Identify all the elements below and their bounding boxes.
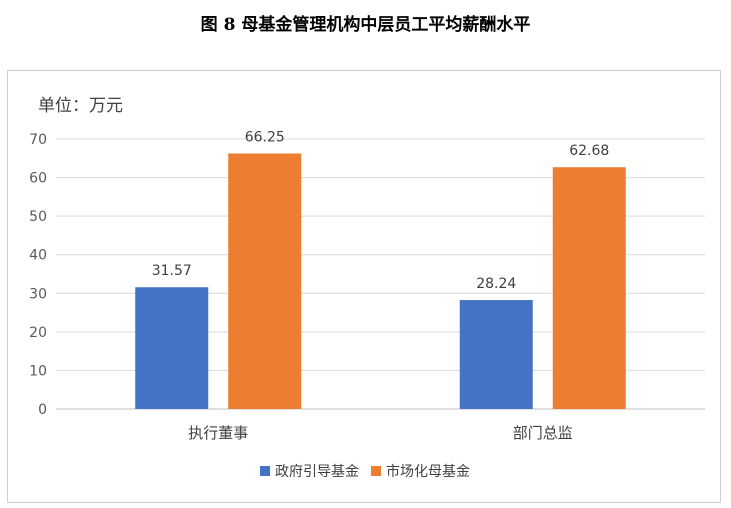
legend-item: 政府引导基金 — [260, 461, 359, 481]
legend-item: 市场化母基金 — [371, 461, 470, 481]
x-tick-label: 部门总监 — [513, 424, 573, 442]
data-label: 62.68 — [569, 143, 609, 159]
legend-label: 政府引导基金 — [275, 464, 359, 480]
chart-frame: 0 10 20 30 40 50 60 70 31.57 66.25 执行董事 28.24 62.68 部… — [7, 70, 721, 503]
bar — [228, 153, 302, 409]
legend-swatch — [371, 466, 381, 476]
legend-swatch — [260, 466, 270, 476]
y-tick-label: 70 — [29, 132, 47, 148]
y-tick-label: 40 — [29, 248, 47, 264]
unit-label: 单位：万元 — [38, 96, 123, 116]
legend: 政府引导基金 市场化母基金 — [8, 461, 722, 481]
y-tick-label: 50 — [29, 209, 47, 225]
bar — [135, 287, 209, 409]
y-tick-label: 20 — [29, 325, 47, 341]
x-tick-label: 执行董事 — [188, 424, 248, 442]
y-tick-label: 0 — [38, 402, 47, 418]
data-label: 28.24 — [476, 276, 516, 292]
bar — [552, 167, 626, 409]
data-label: 66.25 — [245, 129, 285, 145]
data-label: 31.57 — [152, 263, 192, 279]
y-tick-label: 60 — [29, 171, 47, 187]
y-tick-label: 30 — [29, 286, 47, 302]
figure-title: 图 8 母基金管理机构中层员工平均薪酬水平 — [200, 15, 531, 35]
bar — [459, 300, 533, 409]
y-tick-label: 10 — [29, 363, 47, 379]
legend-label: 市场化母基金 — [386, 464, 470, 480]
bar-chart: 0 10 20 30 40 50 60 70 31.57 66.25 执行董事 28.24 62.68 部… — [29, 129, 705, 442]
